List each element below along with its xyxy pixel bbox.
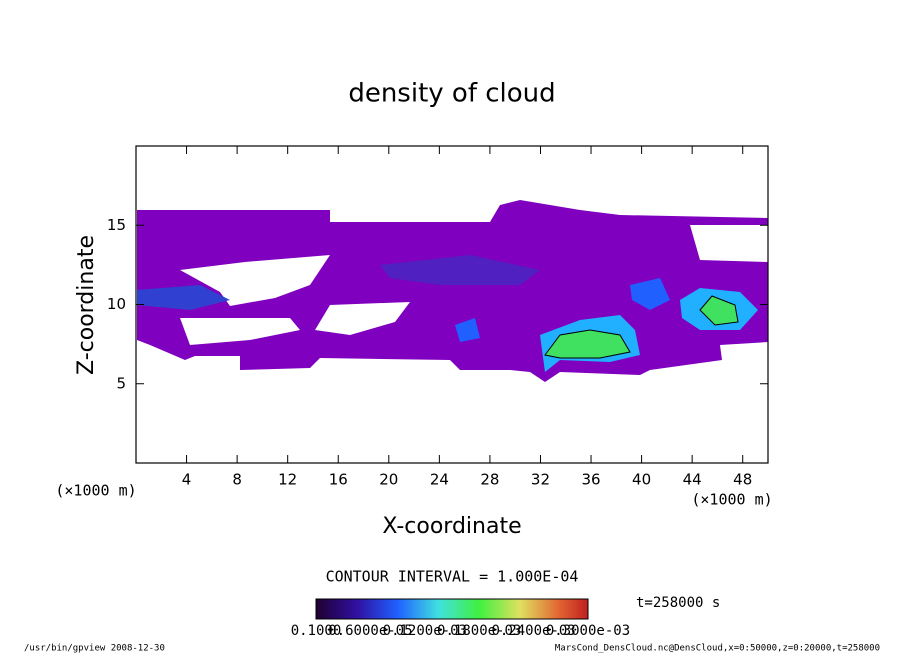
contour-field (137, 200, 768, 382)
colorbar (315, 598, 589, 620)
footer-left: /usr/bin/gpview 2008-12-30 (24, 644, 165, 654)
x-tick-label: 32 (531, 471, 550, 489)
x-tick-label: 24 (430, 471, 449, 489)
x-axis-label: X-coordinate (382, 514, 521, 539)
x-tick-label: 40 (632, 471, 651, 489)
y-unit: (×1000 m) (55, 482, 136, 500)
y-tick-label: 5 (116, 374, 126, 392)
x-unit: (×1000 m) (691, 491, 772, 509)
x-tick-label: 36 (581, 471, 600, 489)
x-tick-label: 8 (232, 471, 242, 489)
chart-title: density of cloud (348, 79, 555, 109)
y-tick-label: 10 (107, 295, 126, 313)
colorbar-label: 0.6000e-05 (328, 623, 412, 639)
y-tick-label: 15 (107, 216, 126, 234)
time-label: t=258000 s (636, 595, 720, 611)
colorbar-label: 0.1800e-03 (437, 623, 521, 639)
footer-right: MarsCond_DensCloud.nc@DensCloud,x=0:5000… (555, 644, 880, 654)
colorbar-label: 0.1200e-03 (383, 623, 467, 639)
x-tick-label: 16 (329, 471, 348, 489)
contour-interval: CONTOUR INTERVAL = 1.000E-04 (326, 568, 579, 586)
x-tick-label: 20 (379, 471, 398, 489)
x-tick-label: 28 (480, 471, 499, 489)
x-tick-label: 4 (182, 471, 192, 489)
x-tick-label: 48 (733, 471, 752, 489)
colorbar-label: 0.1000 (291, 623, 342, 639)
x-tick-label: 44 (683, 471, 702, 489)
colorbar-label: 0.3000e-03 (546, 623, 630, 639)
colorbar-label: 0.2400e-03 (491, 623, 575, 639)
y-axis-label: Z-coordinate (74, 235, 99, 375)
x-tick-label: 12 (278, 471, 297, 489)
